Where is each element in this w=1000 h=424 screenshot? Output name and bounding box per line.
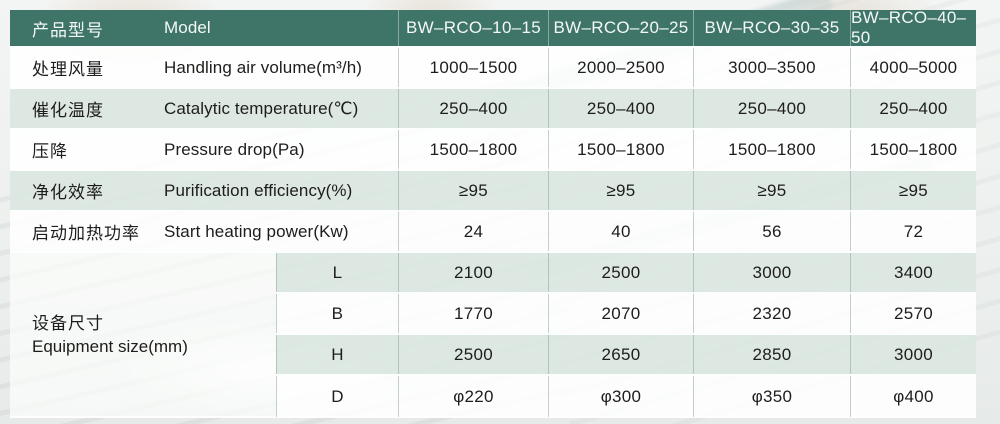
value-cell: 1500–1800 (693, 130, 850, 169)
value-cell: ≥95 (693, 171, 850, 210)
value-cell: ≥95 (548, 171, 693, 210)
row-label-cn: 催化温度 (32, 101, 104, 120)
value-cell: 2500 (548, 253, 693, 292)
value-cell: φ400 (850, 376, 976, 417)
row-label-cell: 压降 Pressure drop(Pa) (10, 130, 398, 169)
row-label-en: Purification efficiency(%) (164, 180, 353, 200)
row-label-cn: 处理风量 (32, 60, 104, 79)
value-cell: 72 (850, 212, 976, 251)
table-row-air-volume: 处理风量 Handling air volume(m³/h) 1000–1500… (10, 48, 976, 89)
value-cell: 4000–5000 (850, 48, 976, 87)
equipment-dim-rows: L 2100 2500 3000 3400 B 1770 2070 2320 2… (276, 253, 976, 417)
table-row-catalytic-temp: 催化温度 Catalytic temperature(℃) 250–400 25… (10, 89, 976, 130)
row-label-cn: 净化效率 (32, 183, 104, 202)
value-cell: 2500 (398, 335, 548, 374)
row-label-cn: 启动加热功率 (32, 224, 140, 243)
product-spec-table: 产品型号 Model BW–RCO–10–15 BW–RCO–20–25 BW–… (10, 10, 976, 418)
table-row-purification: 净化效率 Purification efficiency(%) ≥95 ≥95 … (10, 171, 976, 212)
value-cell: 3000 (850, 335, 976, 374)
equipment-size-label-cell: 设备尺寸 Equipment size(mm) (10, 253, 276, 417)
value-cell: 250–400 (850, 89, 976, 128)
equipment-size-label-en: Equipment size(mm) (32, 337, 188, 356)
dim-label-cell: B (276, 294, 398, 333)
value-cell: 24 (398, 212, 548, 251)
value-cell: 250–400 (693, 89, 850, 128)
value-cell: 1770 (398, 294, 548, 333)
row-label-en: Catalytic temperature(℃) (164, 98, 359, 118)
value-cell: 2070 (548, 294, 693, 333)
value-cell: 2570 (850, 294, 976, 333)
value-cell: 3400 (850, 253, 976, 292)
header-model-3: BW–RCO–30–35 (693, 10, 850, 46)
header-label-en: Model (164, 18, 211, 37)
row-label-cell: 催化温度 Catalytic temperature(℃) (10, 89, 398, 128)
header-label-cell: 产品型号 Model (10, 10, 398, 46)
table-header-row: 产品型号 Model BW–RCO–10–15 BW–RCO–20–25 BW–… (10, 10, 976, 48)
table-row-dim-L: L 2100 2500 3000 3400 (276, 253, 976, 294)
table-row-dim-D: D φ220 φ300 φ350 φ400 (276, 376, 976, 417)
value-cell: 2100 (398, 253, 548, 292)
equipment-size-block: 设备尺寸 Equipment size(mm) L 2100 2500 3000… (10, 253, 976, 417)
equipment-size-label-cn: 设备尺寸 (32, 314, 104, 333)
value-cell: φ300 (548, 376, 693, 417)
value-cell: 1500–1800 (398, 130, 548, 169)
value-cell: 3000 (693, 253, 850, 292)
value-cell: 1500–1800 (850, 130, 976, 169)
value-cell: 1500–1800 (548, 130, 693, 169)
dim-label-cell: L (276, 253, 398, 292)
value-cell: 1000–1500 (398, 48, 548, 87)
value-cell: φ350 (693, 376, 850, 417)
table-row-dim-B: B 1770 2070 2320 2570 (276, 294, 976, 335)
table-row-dim-H: H 2500 2650 2850 3000 (276, 335, 976, 376)
value-cell: ≥95 (850, 171, 976, 210)
row-label-en: Start heating power(Kw) (164, 221, 349, 241)
row-label-cell: 启动加热功率 Start heating power(Kw) (10, 212, 398, 251)
table-row-pressure-drop: 压降 Pressure drop(Pa) 1500–1800 1500–1800… (10, 130, 976, 171)
value-cell: 56 (693, 212, 850, 251)
header-label-cn: 产品型号 (32, 20, 104, 40)
row-label-en: Pressure drop(Pa) (164, 139, 305, 159)
value-cell: 3000–3500 (693, 48, 850, 87)
table-row-heating-power: 启动加热功率 Start heating power(Kw) 24 40 56 … (10, 212, 976, 253)
row-label-cn: 压降 (32, 142, 68, 161)
value-cell: 250–400 (548, 89, 693, 128)
row-label-en: Handling air volume(m³/h) (164, 57, 363, 77)
row-label-cell: 处理风量 Handling air volume(m³/h) (10, 48, 398, 87)
dim-label-cell: D (276, 376, 398, 417)
header-model-2: BW–RCO–20–25 (548, 10, 693, 46)
value-cell: φ220 (398, 376, 548, 417)
value-cell: 2850 (693, 335, 850, 374)
value-cell: ≥95 (398, 171, 548, 210)
dim-label-cell: H (276, 335, 398, 374)
row-label-cell: 净化效率 Purification efficiency(%) (10, 171, 398, 210)
header-model-4: BW–RCO–40–50 (850, 10, 976, 46)
value-cell: 2320 (693, 294, 850, 333)
value-cell: 40 (548, 212, 693, 251)
value-cell: 250–400 (398, 89, 548, 128)
value-cell: 2000–2500 (548, 48, 693, 87)
value-cell: 2650 (548, 335, 693, 374)
header-model-1: BW–RCO–10–15 (398, 10, 548, 46)
